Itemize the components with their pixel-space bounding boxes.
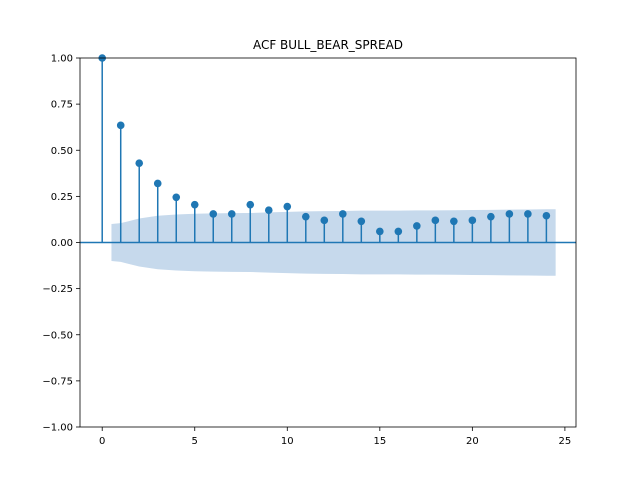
x-tick-label: 20 [466,436,479,447]
y-tick-label: −0.25 [42,284,73,295]
y-tick-label: 0.25 [51,192,73,203]
y-tick-label: 0.00 [51,238,73,249]
acf-point [450,217,458,226]
chart-title: ACF BULL_BEAR_SPREAD [253,38,403,52]
x-tick-label: 0 [99,436,105,447]
acf-point [413,222,421,230]
acf-point [376,227,384,236]
x-tick-label: 15 [373,436,386,447]
x-tick-label: 5 [192,436,198,447]
y-tick-label: 0.50 [51,146,73,157]
acf-point [246,200,255,209]
acf-point [135,159,144,167]
acf-point [468,216,477,225]
acf-point [301,212,310,221]
y-tick-label: 0.75 [51,100,73,111]
acf-point [190,200,199,209]
acf-point [394,227,403,236]
acf-point [357,217,366,226]
acf-point [505,210,514,218]
acf-point [153,179,162,188]
acf-point [172,193,181,202]
acf-point [542,211,551,220]
x-tick-label: 25 [559,436,572,447]
acf-point [431,216,440,225]
acf-point [283,202,292,211]
acf-point [320,216,329,225]
acf-point [339,210,347,218]
y-tick-label: −0.75 [42,376,73,387]
acf-point [116,121,125,130]
y-tick-label: 1.00 [51,54,73,65]
acf-point [524,210,532,218]
acf-point [227,210,236,218]
axes-layer: 0 5 10 15 20 25 1.00 0.75 0.50 0.25 0.00 −0.25 −0.50… [42,54,577,447]
acf-point [209,210,218,218]
y-tick-label: −1.00 [42,423,73,434]
acf-point [264,206,273,215]
acf-point [487,212,495,221]
y-tick-label: −0.50 [42,330,73,341]
stem-layer [98,54,551,243]
x-tick-label: 10 [281,436,294,447]
